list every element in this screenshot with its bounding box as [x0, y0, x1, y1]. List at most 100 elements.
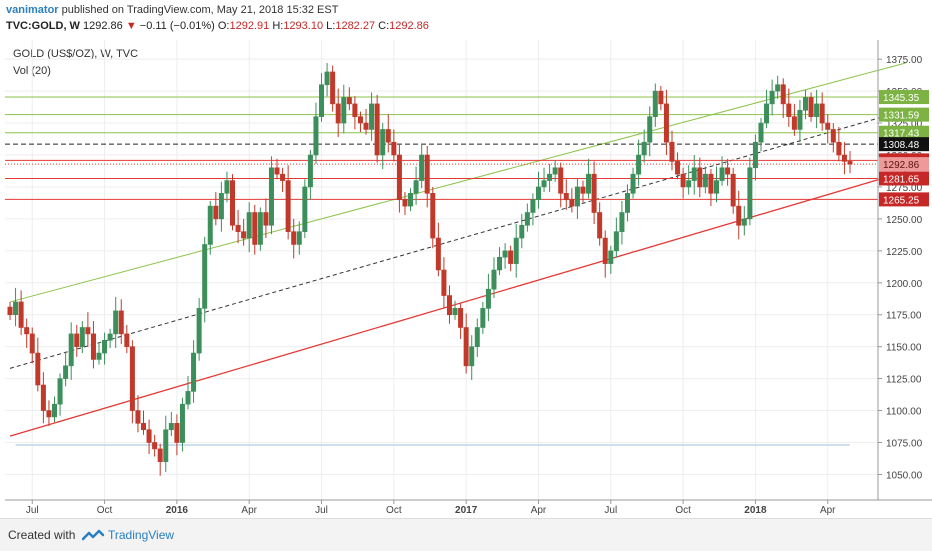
candle-body — [825, 122, 831, 130]
time-tick-label: 2017 — [455, 505, 478, 516]
candle-body — [430, 193, 436, 239]
horizontal-levels — [5, 96, 878, 200]
candle-body — [502, 250, 508, 258]
candle-body — [708, 173, 714, 194]
price-tick-label: 1250.00 — [886, 215, 923, 226]
candle-body — [241, 231, 247, 239]
candle-body — [446, 295, 452, 316]
price-badge — [879, 137, 929, 152]
price-badge-label: 1265.25 — [883, 195, 920, 206]
low-label: L: — [326, 20, 336, 32]
price-tick-label: 1125.00 — [886, 375, 922, 386]
candle-body — [485, 288, 491, 309]
candle-body — [218, 193, 224, 220]
low-value: 1282.27 — [335, 20, 376, 32]
candle-body — [179, 403, 185, 443]
candle-body — [85, 327, 91, 335]
candle-body — [63, 365, 69, 379]
price-tick-label: 1200.00 — [886, 279, 923, 290]
time-tick-label: Jul — [315, 505, 328, 516]
price-badge-label: 1281.65 — [883, 174, 920, 185]
candle-body — [174, 423, 180, 443]
candle-body — [830, 129, 836, 143]
candle-body — [713, 180, 719, 194]
legend-series[interactable]: GOLD (US$/OZ), W, TVC — [13, 48, 139, 60]
candle-body — [569, 199, 575, 207]
candle-body — [168, 423, 174, 431]
open-label: O: — [217, 20, 230, 32]
candle-body — [185, 391, 191, 405]
candle-body — [285, 180, 291, 232]
candle-body — [157, 448, 163, 462]
candle-body — [797, 109, 803, 130]
author-name[interactable]: vanimator — [6, 4, 59, 16]
price-chart[interactable]: 1050.00 1075.00 1100.00 1125.00 1150.00 1175.… — [0, 0, 932, 518]
price-badges: 1345.351331.591317.431308.481295.811292.… — [879, 90, 929, 207]
candle-body — [357, 116, 363, 124]
candle-body — [207, 205, 213, 245]
candle-body — [335, 103, 341, 124]
candle-body — [491, 269, 497, 290]
price-badge-label: 1292.86 — [883, 160, 920, 171]
price-tick-label: 1375.00 — [886, 55, 923, 66]
price-badge — [879, 157, 929, 172]
candle-body — [313, 116, 319, 156]
candle-body — [741, 218, 747, 226]
candle-body — [152, 442, 158, 450]
candle-body — [563, 193, 569, 201]
candle-body — [547, 173, 553, 181]
candle-body — [230, 180, 236, 226]
trend-line-green — [9, 62, 906, 303]
price-tick-label: 1325.00 — [886, 119, 923, 130]
candle-body — [730, 173, 736, 207]
time-tick-label: Oct — [386, 505, 402, 516]
price-badge-label: 1345.35 — [883, 93, 920, 104]
candle-body — [102, 339, 108, 354]
candle-body — [46, 410, 52, 418]
candle-body — [40, 384, 46, 411]
candle-body — [435, 237, 441, 271]
candle-body — [257, 212, 263, 245]
candle-body — [79, 327, 85, 347]
candle-body — [658, 90, 664, 105]
candle-body — [135, 410, 141, 424]
time-tick-label: Oct — [97, 505, 113, 516]
last-price: 1292.86 — [83, 20, 123, 32]
candle-body — [291, 231, 297, 245]
tradingview-brand-link[interactable]: TradingView — [108, 528, 175, 542]
candle-body — [141, 423, 147, 431]
candle-body — [819, 103, 825, 124]
time-tick-label: 2018 — [744, 505, 767, 516]
publish-header: vanimator published on TradingView.com, … — [6, 2, 338, 18]
high-label: H: — [272, 20, 284, 32]
candle-body — [680, 173, 686, 188]
candle-body — [780, 84, 786, 105]
tradingview-logo-icon[interactable] — [82, 528, 104, 542]
candle-body — [74, 333, 80, 347]
candle-body — [107, 333, 113, 341]
candle-body — [697, 167, 703, 188]
footer-bar: Created with TradingView — [0, 518, 932, 551]
high-value: 1293.10 — [283, 20, 324, 32]
price-tick-label: 1075.00 — [886, 439, 923, 450]
candle-body — [524, 212, 530, 226]
candle-body — [402, 199, 408, 207]
candle-body — [497, 256, 503, 271]
candle-body — [686, 180, 692, 188]
candle-body — [330, 71, 336, 105]
trend-line-dashed — [9, 109, 906, 369]
candle-body — [747, 167, 753, 220]
candle-body — [374, 103, 380, 156]
candle-body — [608, 250, 614, 264]
quote-bar: TVC:GOLD, W 1292.86 ▼ −0.11 (−0.01%) O:1… — [6, 18, 429, 34]
candle-body — [519, 224, 525, 239]
candle-body — [808, 97, 814, 117]
candle-body — [602, 237, 608, 264]
candle-body — [652, 90, 658, 117]
candle-body — [814, 103, 820, 117]
candle-body — [391, 141, 397, 156]
candle-body — [124, 333, 130, 347]
candle-body — [341, 97, 347, 124]
candle-body — [802, 97, 808, 111]
trend-lines — [9, 62, 906, 437]
